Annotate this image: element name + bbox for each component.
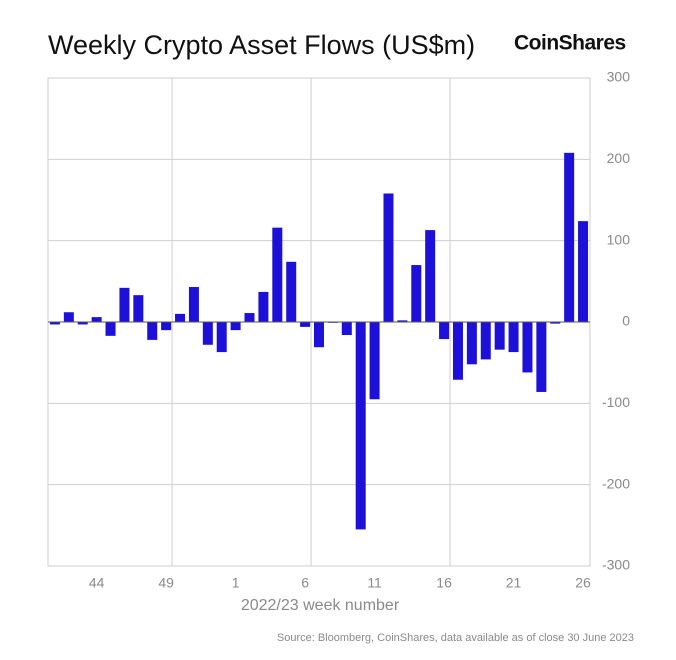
x-tick-label: 6 <box>301 575 309 591</box>
bar <box>202 322 213 345</box>
bar <box>480 322 491 360</box>
bar <box>369 322 380 400</box>
x-tick-label: 44 <box>89 575 105 591</box>
y-tick-label: 300 <box>607 69 631 85</box>
bar <box>244 313 255 322</box>
bar <box>439 322 450 340</box>
bar <box>300 322 311 327</box>
x-tick-label: 49 <box>158 575 174 591</box>
y-tick-label: -300 <box>602 557 630 573</box>
bar <box>77 322 88 325</box>
bar <box>425 230 436 322</box>
x-tick-label: 26 <box>575 575 591 591</box>
bar <box>397 320 408 322</box>
bar <box>147 322 158 340</box>
bar <box>494 322 505 350</box>
y-tick-label: 200 <box>607 150 631 166</box>
bar <box>286 261 297 322</box>
bar <box>578 221 589 322</box>
bar <box>550 322 561 324</box>
y-tick-label: 0 <box>622 313 630 329</box>
bar <box>411 265 422 322</box>
brand: CoinShares <box>514 32 626 55</box>
bar <box>161 322 172 331</box>
bar <box>522 322 533 373</box>
bar <box>355 322 366 530</box>
bar <box>536 322 547 392</box>
bar <box>175 313 186 322</box>
bar <box>508 322 519 353</box>
bar <box>105 322 116 336</box>
bar <box>49 322 60 325</box>
bar <box>91 317 102 322</box>
y-tick-label: -100 <box>602 394 630 410</box>
bar <box>341 322 352 336</box>
bar <box>188 287 199 322</box>
bar <box>230 322 241 331</box>
bar <box>564 152 575 322</box>
bar <box>63 312 74 322</box>
bar <box>133 295 144 322</box>
bar <box>452 322 463 380</box>
bar <box>383 193 394 322</box>
source-note: Source: Bloomberg, CoinShares, data avai… <box>277 632 634 644</box>
x-tick-label: 1 <box>232 575 240 591</box>
x-tick-label: 11 <box>367 575 382 591</box>
y-tick-label: -200 <box>602 475 630 491</box>
x-tick-label: 16 <box>436 575 452 591</box>
y-tick-label: 100 <box>607 231 631 247</box>
chart-title: Weekly Crypto Asset Flows (US$m) <box>48 30 475 60</box>
x-axis-label: 2022/23 week number <box>241 597 400 614</box>
bar <box>272 227 283 322</box>
x-tick-label: 21 <box>506 575 522 591</box>
bar <box>216 322 227 353</box>
bar <box>258 291 269 322</box>
bar <box>314 322 324 348</box>
bar <box>119 287 130 322</box>
bar <box>466 322 477 365</box>
